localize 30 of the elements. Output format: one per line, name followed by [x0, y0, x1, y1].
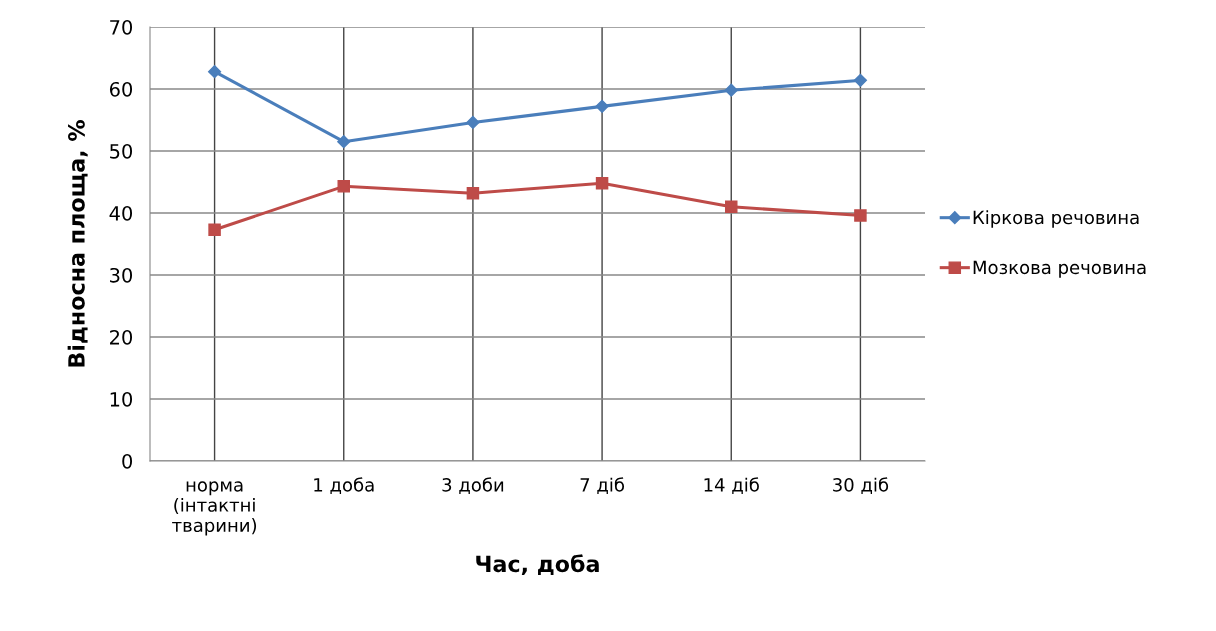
y-tick-label: 60 — [109, 81, 133, 97]
y-tick-label: 50 — [110, 143, 133, 159]
point — [337, 180, 351, 193]
point — [595, 176, 609, 190]
point — [207, 65, 222, 79]
x-axis-title: Час, доба — [476, 554, 599, 576]
y-tick-label: 40 — [109, 205, 133, 221]
point — [724, 200, 738, 214]
y-axis-title: Відносна площа, % — [67, 120, 88, 367]
legend-label: Мозкова речовина — [973, 260, 1146, 278]
point — [854, 209, 867, 222]
y-tick-label: 30 — [110, 267, 133, 283]
x-tick-label: норма (інтактні тварини) — [172, 481, 257, 536]
point — [466, 115, 480, 130]
point — [595, 99, 609, 113]
y-tick-label: 10 — [110, 391, 133, 407]
x-tick-label: 30 діб — [833, 477, 889, 494]
point — [337, 135, 351, 149]
point — [466, 186, 480, 200]
y-tick-label: 20 — [110, 329, 133, 345]
legend-label: Кіркова речовина — [973, 210, 1139, 228]
y-tick-label: 70 — [110, 19, 133, 35]
point — [724, 83, 738, 97]
x-tick-label: 14 діб — [704, 477, 759, 494]
x-tick-label: 3 доби — [442, 477, 504, 494]
point — [853, 73, 868, 87]
x-tick-label: 7 діб — [580, 477, 625, 494]
x-tick-label: 1 доба — [314, 477, 374, 494]
y-tick-label: 0 — [122, 453, 133, 469]
point — [208, 223, 221, 236]
